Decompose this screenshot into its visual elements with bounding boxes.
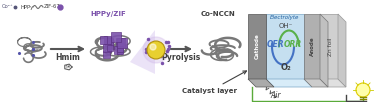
Text: Zn foil: Zn foil [328,37,333,56]
Text: Anode: Anode [310,37,314,56]
Bar [104,37,112,44]
Polygon shape [130,30,155,74]
Text: HPPy: HPPy [20,4,34,9]
Text: ORR: ORR [284,40,302,49]
Text: Co²⁺: Co²⁺ [2,4,14,9]
Polygon shape [304,14,320,79]
Text: O₂: O₂ [280,63,291,72]
Text: ZIF-67: ZIF-67 [43,4,60,9]
Bar [104,44,111,52]
Text: OH⁻: OH⁻ [279,23,293,29]
Text: Hmim: Hmim [56,54,81,63]
Text: Cathode: Cathode [254,34,260,59]
Polygon shape [320,14,338,79]
Polygon shape [266,14,304,79]
Bar [99,36,107,44]
Text: Electrolyte: Electrolyte [270,14,300,19]
Polygon shape [248,14,266,79]
Bar [103,52,110,58]
Polygon shape [248,79,274,87]
Polygon shape [320,14,328,87]
Circle shape [150,44,156,50]
Bar [117,38,127,48]
Text: Pyrolysis: Pyrolysis [161,54,201,63]
Bar [107,45,113,52]
Polygon shape [338,14,346,87]
Text: Catalyst layer: Catalyst layer [183,71,246,94]
Circle shape [356,83,370,97]
Bar [117,48,122,54]
Polygon shape [304,79,328,87]
Text: Air: Air [271,90,281,99]
Bar [114,46,122,54]
Polygon shape [320,79,346,87]
Bar [117,46,123,52]
Text: NH: NH [65,65,71,69]
Bar [111,32,121,42]
Text: HPPy/ZIF: HPPy/ZIF [90,11,126,17]
Text: OER: OER [267,40,285,49]
Bar [105,38,113,46]
Circle shape [143,37,169,63]
Circle shape [147,41,165,59]
Text: Co-NCCN: Co-NCCN [201,11,235,17]
Bar [116,38,125,47]
Polygon shape [266,79,312,87]
